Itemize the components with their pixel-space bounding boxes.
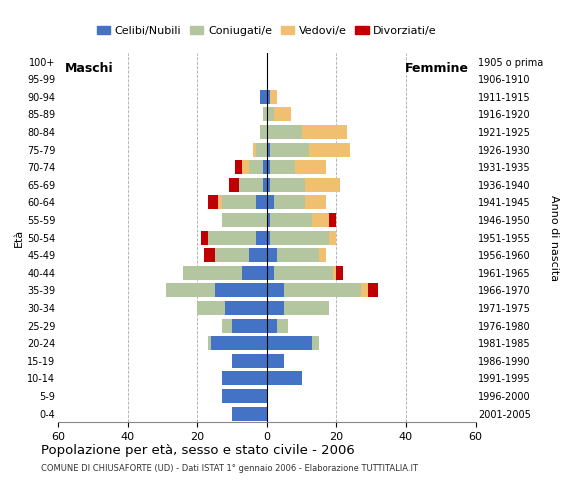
Bar xyxy=(204,248,215,262)
Bar xyxy=(208,336,211,350)
Bar xyxy=(201,230,208,245)
Bar xyxy=(242,160,249,174)
Bar xyxy=(302,125,347,139)
Bar xyxy=(277,319,288,333)
Bar xyxy=(270,213,312,227)
Text: COMUNE DI CHIUSAFORTE (UD) - Dati ISTAT 1° gennaio 2006 - Elaborazione TUTTITALI: COMUNE DI CHIUSAFORTE (UD) - Dati ISTAT … xyxy=(41,464,418,473)
Text: Maschi: Maschi xyxy=(65,61,114,74)
Bar xyxy=(267,283,284,298)
Bar xyxy=(270,90,277,104)
Bar xyxy=(305,178,340,192)
Bar xyxy=(235,160,242,174)
Bar xyxy=(267,160,270,174)
Bar xyxy=(215,248,249,262)
Bar xyxy=(312,336,319,350)
Bar xyxy=(333,266,336,280)
Bar xyxy=(270,178,305,192)
Bar xyxy=(225,301,267,315)
Bar xyxy=(222,319,232,333)
Bar xyxy=(267,319,277,333)
Bar xyxy=(368,283,378,298)
Bar xyxy=(260,90,267,104)
Bar xyxy=(197,301,225,315)
Bar xyxy=(249,160,263,174)
Bar xyxy=(274,108,291,121)
Bar xyxy=(277,248,319,262)
Bar xyxy=(211,336,267,350)
Bar xyxy=(336,266,343,280)
Bar xyxy=(229,178,239,192)
Bar xyxy=(239,178,263,192)
Bar xyxy=(263,108,267,121)
Bar xyxy=(267,230,270,245)
Bar xyxy=(166,283,215,298)
Bar xyxy=(232,407,267,420)
Bar xyxy=(183,266,242,280)
Bar xyxy=(267,90,270,104)
Bar xyxy=(267,248,277,262)
Bar xyxy=(284,301,329,315)
Bar xyxy=(267,178,270,192)
Bar xyxy=(256,230,267,245)
Bar xyxy=(312,213,329,227)
Bar xyxy=(256,143,267,156)
Bar xyxy=(215,283,267,298)
Bar xyxy=(267,213,270,227)
Bar xyxy=(267,195,274,209)
Y-axis label: Anno di nascita: Anno di nascita xyxy=(549,194,559,281)
Bar xyxy=(232,319,267,333)
Bar xyxy=(295,160,326,174)
Text: Popolazione per età, sesso e stato civile - 2006: Popolazione per età, sesso e stato civil… xyxy=(41,444,354,456)
Bar xyxy=(263,178,267,192)
Bar xyxy=(267,125,302,139)
Bar xyxy=(208,195,218,209)
Bar xyxy=(267,372,302,385)
Legend: Celibi/Nubili, Coniugati/e, Vedovi/e, Divorziati/e: Celibi/Nubili, Coniugati/e, Vedovi/e, Di… xyxy=(92,22,441,40)
Bar xyxy=(329,213,336,227)
Bar xyxy=(267,301,284,315)
Y-axis label: Età: Età xyxy=(14,228,24,247)
Bar xyxy=(274,266,333,280)
Bar xyxy=(249,248,267,262)
Bar xyxy=(260,125,267,139)
Text: Femmine: Femmine xyxy=(405,61,469,74)
Bar xyxy=(267,336,312,350)
Bar xyxy=(208,230,256,245)
Bar xyxy=(222,372,267,385)
Bar xyxy=(218,195,222,209)
Bar xyxy=(270,230,329,245)
Bar xyxy=(222,389,267,403)
Bar xyxy=(253,143,256,156)
Bar xyxy=(361,283,368,298)
Bar xyxy=(319,248,326,262)
Bar xyxy=(305,195,326,209)
Bar xyxy=(309,143,350,156)
Bar xyxy=(232,354,267,368)
Bar xyxy=(242,266,267,280)
Bar xyxy=(267,354,284,368)
Bar xyxy=(274,195,305,209)
Bar xyxy=(270,160,295,174)
Bar xyxy=(222,195,256,209)
Bar xyxy=(284,283,361,298)
Bar xyxy=(263,160,267,174)
Bar xyxy=(329,230,336,245)
Bar xyxy=(256,195,267,209)
Bar xyxy=(270,143,309,156)
Bar xyxy=(222,213,267,227)
Bar xyxy=(267,108,274,121)
Bar xyxy=(267,266,274,280)
Bar xyxy=(267,143,270,156)
